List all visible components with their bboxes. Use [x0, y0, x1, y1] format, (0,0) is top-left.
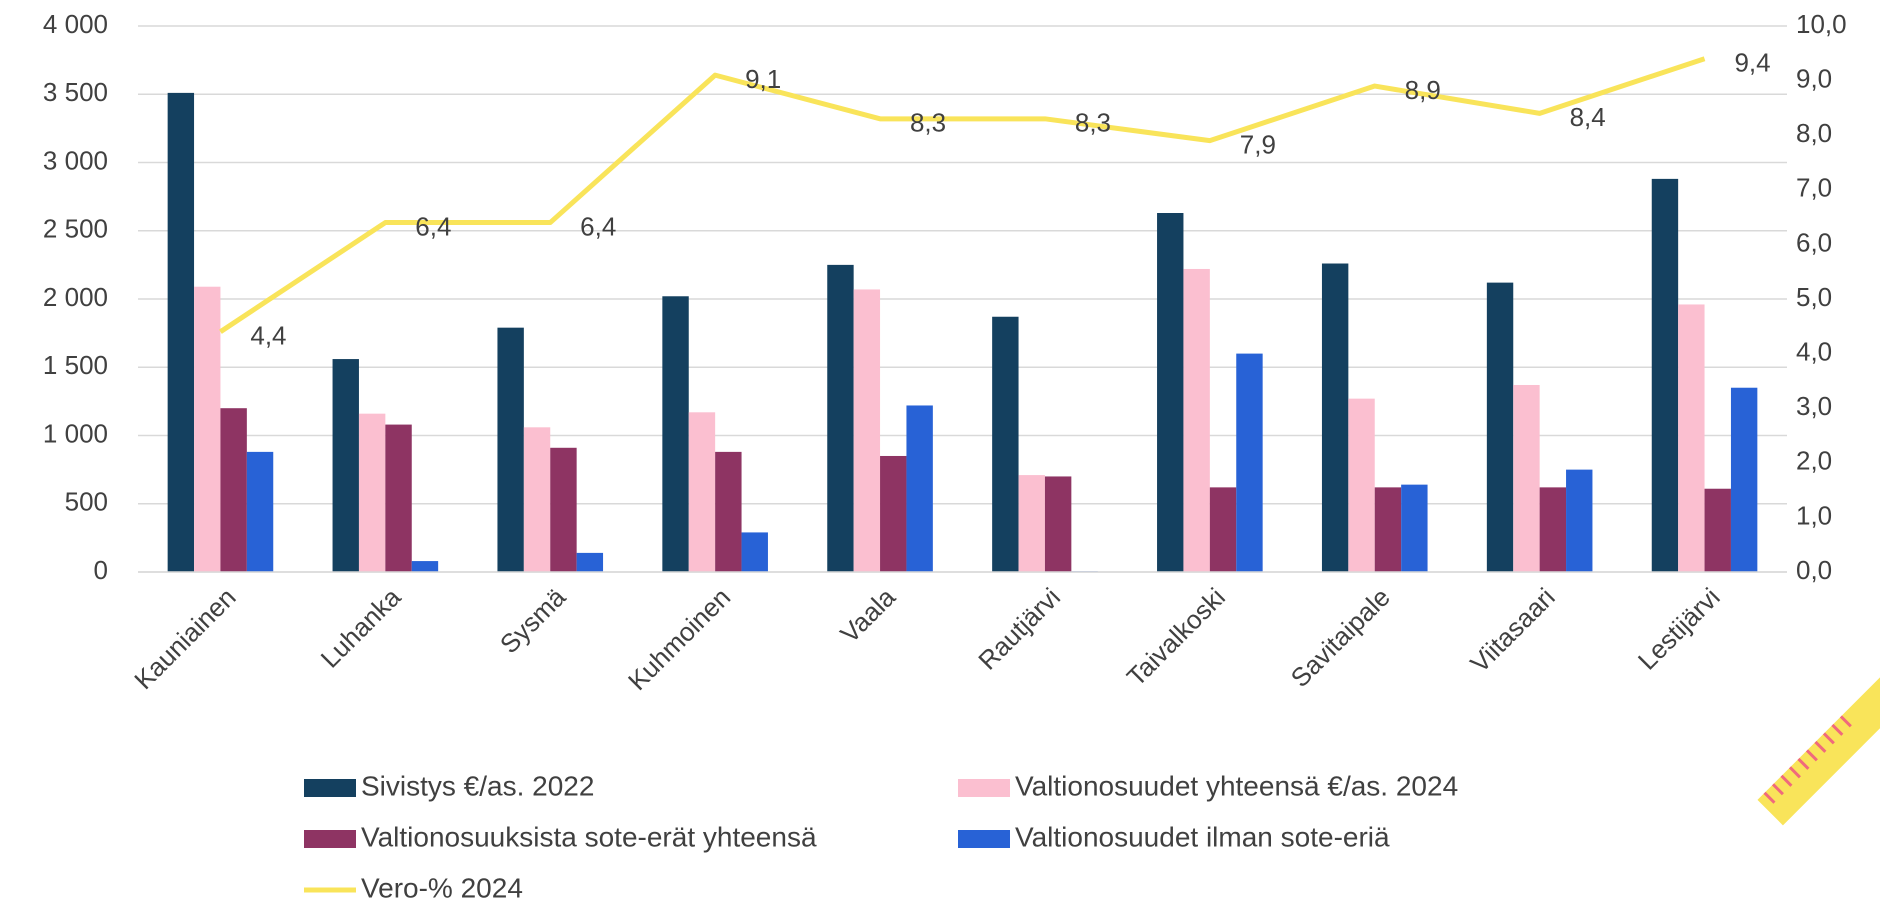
bar	[880, 456, 906, 572]
bar	[1210, 487, 1236, 572]
y2-tick-label: 3,0	[1796, 391, 1832, 421]
bar	[906, 405, 932, 572]
y2-tick-label: 4,0	[1796, 336, 1832, 366]
bar	[1513, 385, 1539, 572]
legend-label: Vero-% 2024	[361, 872, 523, 903]
y-tick-label: 4 000	[43, 9, 108, 39]
bar	[662, 296, 688, 572]
bar	[497, 328, 523, 572]
bar	[992, 317, 1018, 572]
ruler-body	[1757, 616, 1880, 825]
bar	[1487, 283, 1513, 572]
bar	[1705, 489, 1731, 572]
y-tick-label: 500	[65, 487, 108, 517]
bar	[220, 408, 246, 572]
data-label: 6,4	[415, 211, 451, 241]
bar	[1019, 475, 1045, 572]
bar	[1045, 476, 1071, 572]
x-tick-label: Lestijärvi	[1632, 582, 1726, 676]
legend-label: Valtionosuudet ilman sote-eriä	[1015, 821, 1390, 852]
data-label: 9,1	[745, 64, 781, 94]
bar	[827, 265, 853, 572]
x-tick-label: Savitaipale	[1285, 582, 1396, 693]
legend-swatch	[304, 830, 356, 848]
bar	[194, 287, 220, 572]
bar	[359, 414, 385, 572]
bar	[742, 532, 768, 572]
bar	[524, 427, 550, 572]
legend-swatch	[304, 779, 356, 797]
y2-tick-label: 10,0	[1796, 9, 1847, 39]
y2-tick-label: 9,0	[1796, 63, 1832, 93]
data-label: 8,3	[910, 108, 946, 138]
x-tick-label: Luhanka	[315, 582, 407, 674]
bar	[168, 93, 194, 572]
bar	[715, 452, 741, 572]
bar	[333, 359, 359, 572]
bar	[550, 448, 576, 572]
data-label: 8,3	[1075, 108, 1111, 138]
bar	[247, 452, 273, 572]
y-tick-label: 1 500	[43, 350, 108, 380]
y2-tick-label: 8,0	[1796, 118, 1832, 148]
bar	[1236, 354, 1262, 572]
y2-tick-label: 0,0	[1796, 555, 1832, 585]
bar	[1183, 269, 1209, 572]
bar	[1731, 388, 1757, 572]
y-tick-label: 2 500	[43, 214, 108, 244]
bar	[689, 412, 715, 572]
x-tick-label: Vaala	[834, 582, 901, 649]
x-tick-label: Viitasaari	[1464, 582, 1560, 678]
bar	[1678, 304, 1704, 572]
y-tick-label: 3 000	[43, 145, 108, 175]
line	[220, 59, 1704, 332]
ruler-decoration	[1757, 616, 1880, 825]
bar	[412, 561, 438, 572]
legend-swatch	[958, 779, 1010, 797]
bar	[1652, 179, 1678, 572]
legend-label: Valtionosuudet yhteensä €/as. 2024	[1015, 770, 1458, 801]
chart: 0 500 1 000 1 500 2 000 2 500 3 000 3 500 4 000 0…	[0, 0, 1880, 905]
data-label: 6,4	[580, 211, 616, 241]
y-tick-label: 0	[94, 555, 108, 585]
legend-swatch	[958, 830, 1010, 848]
bar	[1157, 213, 1183, 572]
x-tick-label: Sysmä	[494, 582, 572, 660]
y-tick-label: 3 500	[43, 77, 108, 107]
data-label: 9,4	[1734, 48, 1770, 78]
page: 0 500 1 000 1 500 2 000 2 500 3 000 3 500 4 000 0…	[0, 0, 1880, 905]
y2-tick-label: 1,0	[1796, 500, 1832, 530]
data-label: 8,9	[1405, 75, 1441, 105]
y2-tick-label: 2,0	[1796, 446, 1832, 476]
bar	[1322, 264, 1348, 572]
bar	[1566, 470, 1592, 572]
bar	[854, 289, 880, 572]
data-label: 7,9	[1240, 130, 1276, 160]
bar	[1348, 399, 1374, 572]
x-tick-label: Kuhmoinen	[622, 582, 736, 696]
x-tick-label: Rautjärvi	[972, 582, 1066, 676]
data-label: 8,4	[1570, 102, 1606, 132]
x-tick-label: Kauniainen	[128, 582, 241, 695]
bar	[385, 425, 411, 572]
legend-label: Sivistys €/as. 2022	[361, 770, 594, 801]
y2-tick-label: 5,0	[1796, 282, 1832, 312]
y2-tick-label: 7,0	[1796, 173, 1832, 203]
y2-tick-label: 6,0	[1796, 227, 1832, 257]
x-tick-label: Taivalkoski	[1121, 582, 1231, 692]
y-tick-label: 1 000	[43, 418, 108, 448]
bar	[1401, 485, 1427, 572]
bar	[1375, 487, 1401, 572]
y-tick-label: 2 000	[43, 282, 108, 312]
data-label: 4,4	[250, 321, 286, 351]
bar	[577, 553, 603, 572]
bar	[1540, 487, 1566, 572]
legend-label: Valtionosuuksista sote-erät yhteensä	[361, 821, 817, 852]
